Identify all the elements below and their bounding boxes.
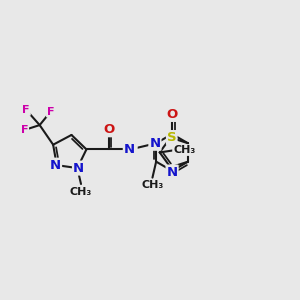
Text: F: F bbox=[47, 106, 54, 117]
Text: O: O bbox=[167, 108, 178, 121]
Text: H: H bbox=[127, 142, 137, 155]
Text: F: F bbox=[21, 125, 28, 135]
Text: N: N bbox=[124, 143, 135, 156]
Text: N: N bbox=[50, 159, 61, 172]
Text: S: S bbox=[167, 131, 177, 144]
Text: N: N bbox=[73, 162, 84, 175]
Text: N: N bbox=[149, 137, 161, 150]
Text: N: N bbox=[167, 166, 178, 178]
Text: F: F bbox=[22, 105, 30, 115]
Text: CH₃: CH₃ bbox=[70, 187, 92, 197]
Text: CH₃: CH₃ bbox=[141, 180, 164, 190]
Text: O: O bbox=[103, 123, 114, 136]
Text: CH₃: CH₃ bbox=[173, 145, 195, 155]
